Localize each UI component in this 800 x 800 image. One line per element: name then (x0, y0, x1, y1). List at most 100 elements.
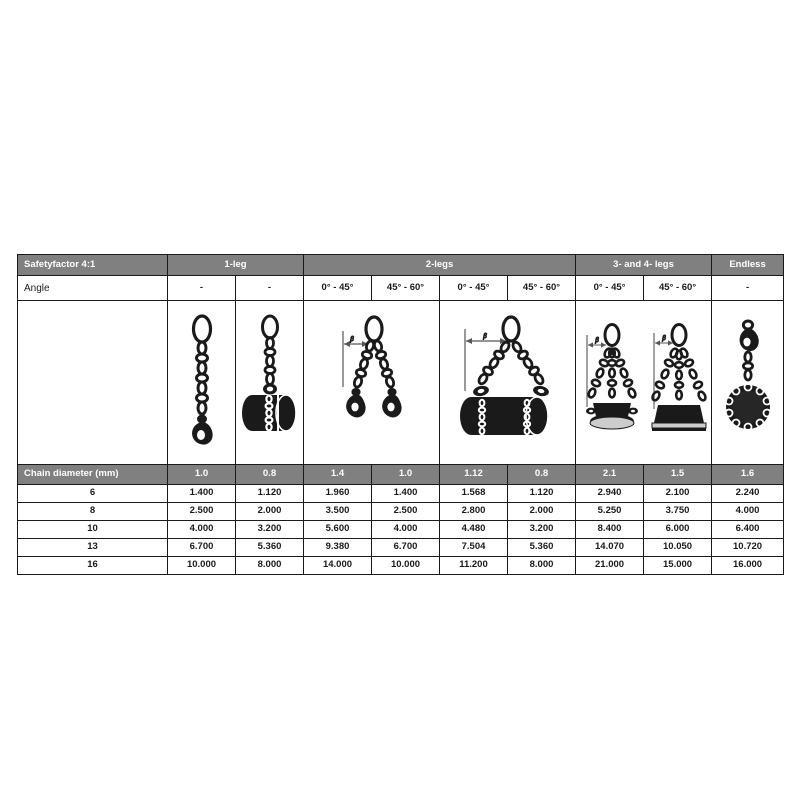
angle-cell-endless: - (711, 275, 785, 301)
header-group-3-and-4-legs: 3- and 4- legs (575, 254, 713, 276)
chain-diameter-factor-8: 1.6 (711, 464, 785, 485)
cell-r1-c1: 2.000 (235, 502, 304, 521)
diagram-cell-endless-sling (711, 300, 785, 465)
cell-r2-c1: 3.200 (235, 520, 304, 539)
cell-r3-c0: 6.700 (167, 538, 236, 557)
angle-cell-2-legs-b: 45° - 60° (371, 275, 440, 301)
diagram-cell-single-leg-choked (235, 300, 304, 465)
cell-r0-c8: 2.240 (711, 484, 785, 503)
table-row: 16 10.000 8.000 14.000 10.000 11.200 8.0… (17, 556, 785, 575)
cell-r0-c7: 2.100 (643, 484, 713, 503)
cell-r4-c7: 15.000 (643, 556, 713, 575)
cell-r0-c4: 1.568 (439, 484, 508, 503)
table-chain-diameter-row: Chain diameter (mm) 1.0 0.8 1.4 1.0 1.12… (17, 464, 785, 485)
chain-diameter-factor-1: 0.8 (235, 464, 304, 485)
table-row: 6 1.400 1.120 1.960 1.400 1.568 1.120 2.… (17, 484, 785, 503)
diagram-cell-multi-leg-slings: β (575, 300, 713, 465)
two-leg-sling-hooks-icon: β (341, 314, 402, 417)
cell-r0-c5: 1.120 (506, 484, 577, 503)
cell-r4-c0: 10.000 (167, 556, 236, 575)
cell-r1-c3: 2.500 (371, 502, 440, 521)
cell-r0-c3: 1.400 (371, 484, 440, 503)
angle-symbol-label-2: β (482, 332, 487, 340)
angle-cell-3-4-legs-a: 0° - 45° (575, 275, 645, 301)
angle-symbol-label-3: β (594, 336, 599, 344)
cell-r3-c1: 5.360 (235, 538, 304, 557)
row-diameter-4: 16 (17, 556, 168, 575)
cell-r4-c5: 8.000 (506, 556, 577, 575)
row-diameter-0: 6 (17, 484, 168, 503)
cell-r4-c2: 14.000 (303, 556, 372, 575)
cell-r2-c7: 6.000 (643, 520, 713, 539)
chain-diameter-factor-3: 1.0 (371, 464, 440, 485)
row-diameter-1: 8 (17, 502, 168, 521)
cell-r4-c4: 11.200 (439, 556, 508, 575)
table-row: 13 6.700 5.360 9.380 6.700 7.504 5.360 1… (17, 538, 785, 557)
cell-r3-c2: 9.380 (303, 538, 372, 557)
cell-r1-c8: 4.000 (711, 502, 785, 521)
table-angle-row: Angle - - 0° - 45° 45° - 60° 0° - 45° 45… (17, 275, 785, 301)
angle-cell-2-legs-c: 0° - 45° (439, 275, 508, 301)
sling-capacity-table-wrapper: Safetyfactor 4:1 1-leg 2-legs 3- and 4- … (17, 254, 785, 579)
cell-r2-c6: 8.400 (575, 520, 645, 539)
sling-capacity-table: Safetyfactor 4:1 1-leg 2-legs 3- and 4- … (17, 254, 785, 575)
cell-r0-c0: 1.400 (167, 484, 236, 503)
header-group-2-legs: 2-legs (302, 254, 577, 276)
cell-r3-c5: 5.360 (506, 538, 577, 557)
chain-diameter-factor-7: 1.5 (643, 464, 713, 485)
cell-r2-c3: 4.000 (371, 520, 440, 539)
angle-cell-1-leg-b: - (235, 275, 304, 301)
chain-diameter-factor-0: 1.0 (167, 464, 236, 485)
cell-r0-c2: 1.960 (303, 484, 372, 503)
cell-r0-c6: 2.940 (575, 484, 645, 503)
cell-r2-c0: 4.000 (167, 520, 236, 539)
diagram-cell-empty (17, 300, 168, 465)
diagram-cell-two-leg-sling: β (303, 300, 440, 465)
header-group-1-leg: 1-leg (167, 254, 304, 276)
table-row: 10 4.000 3.200 5.600 4.000 4.480 3.200 8… (17, 520, 785, 539)
chain-diameter-factor-4: 1.12 (439, 464, 508, 485)
table-diagram-row: β (17, 300, 785, 465)
angle-symbol-label-4: β (662, 334, 667, 342)
two-leg-sling-cylinder-load-icon: β (459, 314, 549, 436)
chain-diameter-label: Chain diameter (mm) (17, 464, 168, 485)
cell-r1-c4: 2.800 (439, 502, 508, 521)
cell-r2-c4: 4.480 (439, 520, 508, 539)
table-row: 8 2.500 2.000 3.500 2.500 2.800 2.000 5.… (17, 502, 785, 521)
cell-r3-c4: 7.504 (439, 538, 508, 557)
cell-r4-c3: 10.000 (371, 556, 440, 575)
multi-leg-sling-round-load-icon: β (585, 322, 638, 429)
cell-r3-c3: 6.700 (371, 538, 440, 557)
chain-diameter-factor-2: 1.4 (303, 464, 372, 485)
single-leg-chain-hook-icon (191, 313, 213, 445)
header-safetyfactor: Safetyfactor 4:1 (17, 254, 168, 276)
cell-r4-c6: 21.000 (575, 556, 645, 575)
table-group-header-row: Safetyfactor 4:1 1-leg 2-legs 3- and 4- … (17, 254, 785, 276)
diagram-cell-two-leg-cylinder: β (438, 300, 577, 465)
cell-r4-c1: 8.000 (235, 556, 304, 575)
angle-symbol-label: β (349, 335, 354, 343)
angle-row-label: Angle (17, 275, 168, 301)
cell-r1-c7: 3.750 (643, 502, 713, 521)
diagram-cell-single-leg-chain (167, 300, 236, 465)
cell-r1-c6: 5.250 (575, 502, 645, 521)
cell-r1-c0: 2.500 (167, 502, 236, 521)
cell-r3-c6: 14.070 (575, 538, 645, 557)
cell-r2-c2: 5.600 (303, 520, 372, 539)
chain-diameter-factor-6: 2.1 (575, 464, 645, 485)
angle-cell-1-leg-a: - (167, 275, 236, 301)
multi-leg-sling-block-load-icon: β (651, 322, 707, 431)
chain-diameter-factor-5: 0.8 (506, 464, 577, 485)
cell-r0-c1: 1.120 (235, 484, 304, 503)
cell-r4-c8: 16.000 (711, 556, 785, 575)
header-group-endless: Endless (711, 254, 785, 276)
cell-r3-c8: 10.720 (711, 538, 785, 557)
cell-r2-c8: 6.400 (711, 520, 785, 539)
cell-r1-c2: 3.500 (303, 502, 372, 521)
angle-cell-3-4-legs-b: 45° - 60° (643, 275, 713, 301)
angle-cell-2-legs-d: 45° - 60° (506, 275, 577, 301)
cell-r2-c5: 3.200 (506, 520, 577, 539)
cell-r3-c7: 10.050 (643, 538, 713, 557)
angle-cell-2-legs-a: 0° - 45° (303, 275, 372, 301)
